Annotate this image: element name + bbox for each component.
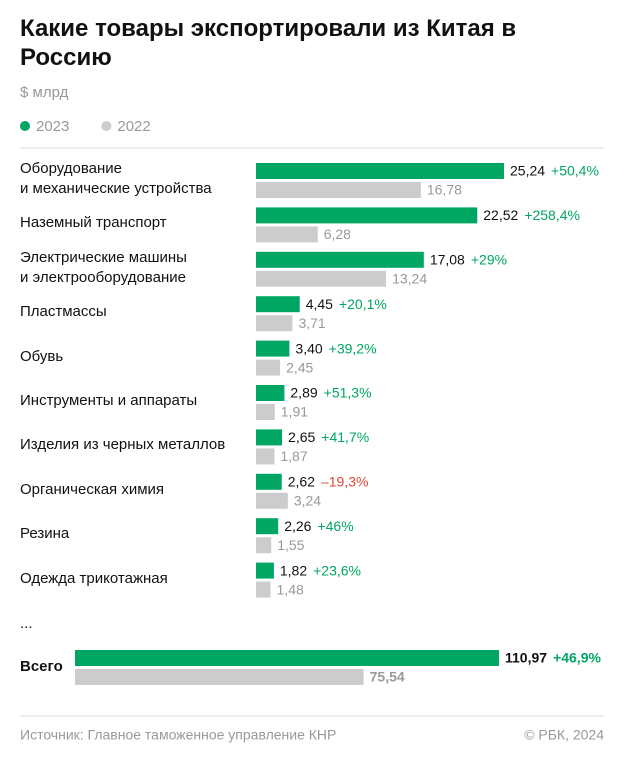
value-label: 1,87 <box>280 448 307 464</box>
bar <box>256 315 293 332</box>
value-label: 2,62 <box>288 474 315 490</box>
value-label: 2,45 <box>286 359 313 375</box>
category-label: Пластмассы <box>20 303 107 321</box>
value-label: 2,65 <box>288 429 315 445</box>
change-label: +41,7% <box>321 429 369 445</box>
value-label: 3,71 <box>298 315 325 331</box>
bar <box>256 163 504 179</box>
bar <box>256 492 288 509</box>
change-label: +29% <box>471 252 507 268</box>
category-label: Инструменты и аппараты <box>20 392 198 409</box>
bar <box>256 581 271 598</box>
bar <box>75 650 499 666</box>
ellipsis: ... <box>20 615 33 632</box>
change-label: +258,4% <box>524 207 580 223</box>
category-label: Изделия из черных металлов <box>20 436 226 454</box>
value-label: 3,24 <box>294 493 321 509</box>
value-label: 1,55 <box>277 537 304 553</box>
category-label: Наземный транспорт <box>20 214 167 232</box>
title: Какие товары экспортировали из Китая в Р… <box>20 15 517 71</box>
value-label: 3,40 <box>295 340 322 356</box>
value-label: 22,52 <box>483 207 518 223</box>
bar <box>256 537 272 554</box>
bar <box>256 251 424 268</box>
bar <box>256 296 300 313</box>
bar <box>256 562 274 579</box>
credit: © РБК, 2024 <box>524 727 604 743</box>
subtitle: $ млрд <box>20 84 69 101</box>
value-label: 1,82 <box>280 562 307 578</box>
bar <box>256 182 421 198</box>
bar <box>256 226 318 243</box>
legend-marker <box>101 121 112 131</box>
bar <box>256 429 283 446</box>
value-label: 1,91 <box>281 404 308 420</box>
value-label: 110,97 <box>505 650 547 666</box>
category-label: Резина <box>20 525 70 543</box>
change-label: +46,9% <box>553 650 601 666</box>
value-label: 16,78 <box>427 182 462 198</box>
category-label: Органическая химия <box>20 480 165 498</box>
value-label: 4,45 <box>306 296 333 312</box>
bar <box>256 385 285 401</box>
bar <box>256 518 279 535</box>
value-label: 25,24 <box>510 163 545 179</box>
category-label: Обувь <box>20 347 64 365</box>
value-label: 2,89 <box>290 385 317 401</box>
bar <box>256 473 282 490</box>
change-label: +39,2% <box>329 340 377 356</box>
bar <box>256 340 290 357</box>
category-label: Всего <box>20 658 63 675</box>
bar <box>256 448 275 465</box>
bar <box>256 270 387 287</box>
category-label: Одежда трикотажная <box>20 569 168 587</box>
value-label: 75,54 <box>370 669 405 685</box>
value-label: 1,48 <box>277 581 304 597</box>
value-label: 13,24 <box>392 271 427 287</box>
change-label: +20,1% <box>339 296 387 312</box>
change-label: –19,3% <box>321 474 368 490</box>
bar <box>256 359 281 376</box>
value-label: 6,28 <box>324 226 351 242</box>
legend-label: 2022 <box>117 118 150 135</box>
legend-label: 2023 <box>36 118 69 135</box>
source: Источник: Главное таможенное управление … <box>20 727 336 743</box>
bar <box>256 207 478 224</box>
change-label: +46% <box>317 518 353 534</box>
change-label: +51,3% <box>324 385 372 401</box>
change-label: +23,6% <box>313 562 361 578</box>
bar <box>75 669 364 685</box>
bar <box>256 404 275 420</box>
value-label: 17,08 <box>430 252 465 268</box>
category-label: Оборудование и механические устройства <box>20 160 212 197</box>
legend-marker <box>20 121 30 131</box>
category-label: Электрические машины и электрооборудован… <box>20 248 187 286</box>
value-label: 2,26 <box>284 518 311 534</box>
change-label: +50,4% <box>551 163 599 179</box>
